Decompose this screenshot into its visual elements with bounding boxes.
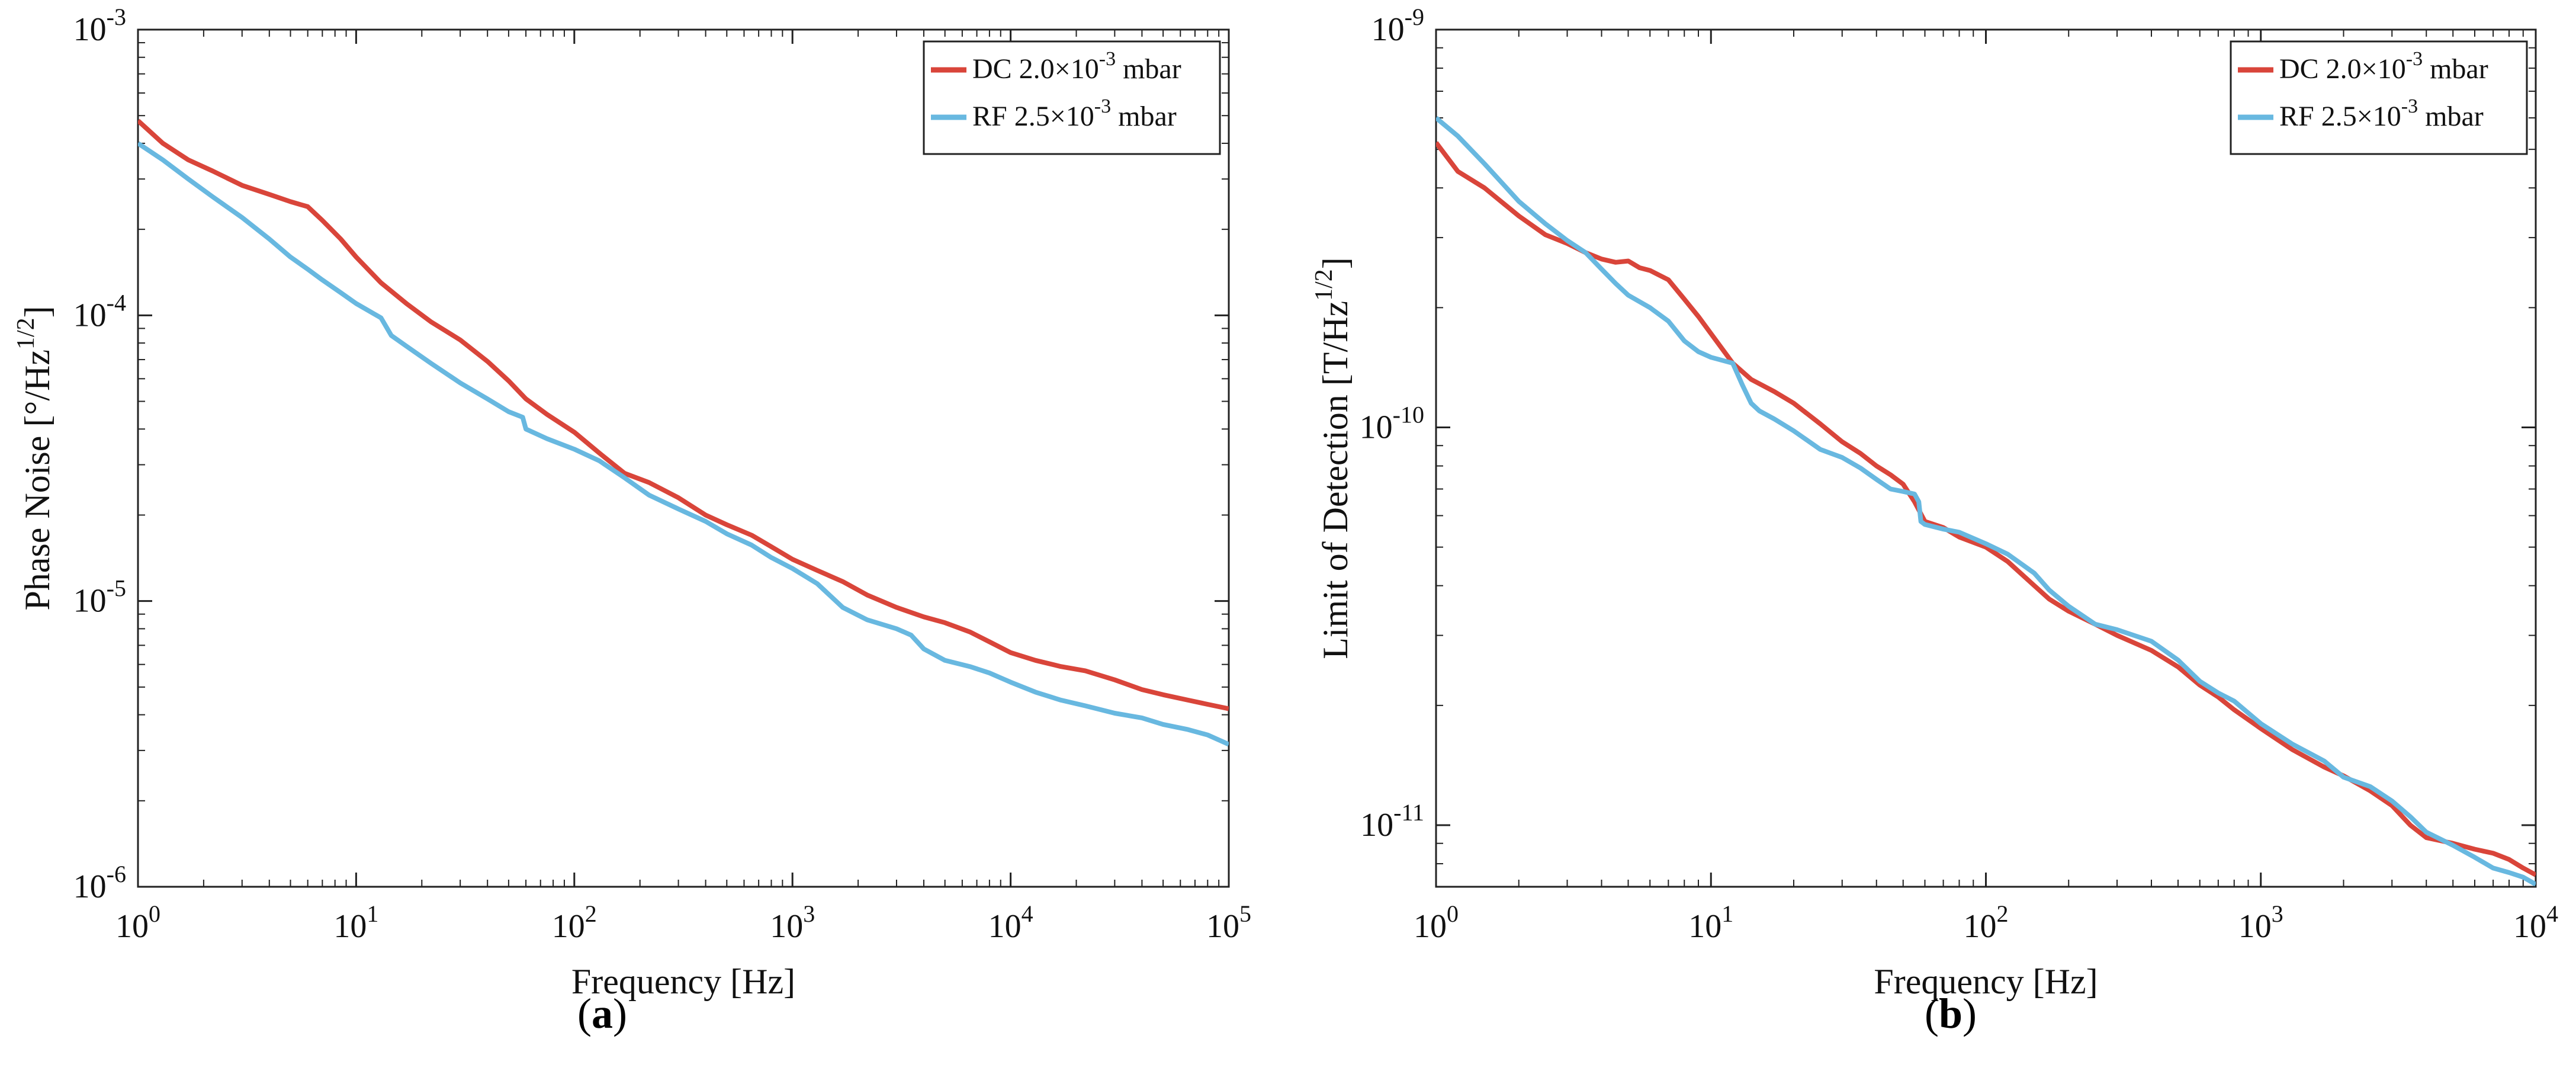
x-tick-label: 103 xyxy=(2238,900,2283,945)
y-tick-label: 10-11 xyxy=(1360,799,1424,844)
legend-box xyxy=(2230,40,2528,155)
x-tick-label: 105 xyxy=(1206,900,1251,945)
x-tick-label: 101 xyxy=(333,900,378,945)
y-tick-label: 10-10 xyxy=(1360,401,1424,445)
x-axis-label: Frequency [Hz] xyxy=(1874,962,2098,1001)
y-axis-label: Phase Noise [°/Hz1/2] xyxy=(12,306,57,610)
panel-a-phase-noise-chart: 100 101 102 103 104 105 10-6 10-5 10-4 10-3 Freque… xyxy=(12,4,1251,1001)
x-tick-label: 101 xyxy=(1688,900,1733,945)
panel-b-caption: (b) xyxy=(1925,990,1977,1037)
series-line-rf xyxy=(138,141,1229,747)
legend-label-rf: RF 2.5×10-3 mbar xyxy=(2279,95,2484,132)
panel-a-caption: (a) xyxy=(577,990,627,1037)
x-tick-label: 102 xyxy=(1964,900,2009,945)
x-tick-label: 102 xyxy=(552,900,597,945)
legend: DC 2.0×10-3 mbar RF 2.5×10-3 mbar xyxy=(923,40,1221,155)
plot-area-frame xyxy=(1435,28,2537,888)
y-tick-label: 10-5 xyxy=(73,575,126,620)
legend-label-dc: DC 2.0×10-3 mbar xyxy=(972,48,1181,85)
plot-area-frame xyxy=(137,28,1230,888)
legend-box xyxy=(923,40,1221,155)
legend-label-rf: RF 2.5×10-3 mbar xyxy=(972,95,1177,132)
y-tick-label: 10-3 xyxy=(73,4,126,48)
x-tick-label: 100 xyxy=(115,900,160,945)
y-tick-label: 10-4 xyxy=(73,289,126,334)
x-tick-label: 103 xyxy=(770,900,815,945)
y-tick-label: 10-9 xyxy=(1371,4,1424,48)
series-line-dc xyxy=(138,118,1229,711)
y-tick-label: 10-6 xyxy=(73,861,126,905)
x-tick-label: 104 xyxy=(988,900,1033,945)
x-tick-label: 100 xyxy=(1414,900,1459,945)
legend: DC 2.0×10-3 mbar RF 2.5×10-3 mbar xyxy=(2230,40,2528,155)
series-line-rf xyxy=(1436,116,2536,887)
panel-b-limit-of-detection-chart: 100 101 102 103 104 10-11 10-10 10-9 Frequency [… xyxy=(1311,4,2558,1001)
x-axis-label: Frequency [Hz] xyxy=(571,962,795,1001)
y-axis-label: Limit of Detection [T/Hz1/2] xyxy=(1311,257,1355,659)
x-tick-label: 104 xyxy=(2513,900,2558,945)
legend-label-dc: DC 2.0×10-3 mbar xyxy=(2279,48,2488,85)
